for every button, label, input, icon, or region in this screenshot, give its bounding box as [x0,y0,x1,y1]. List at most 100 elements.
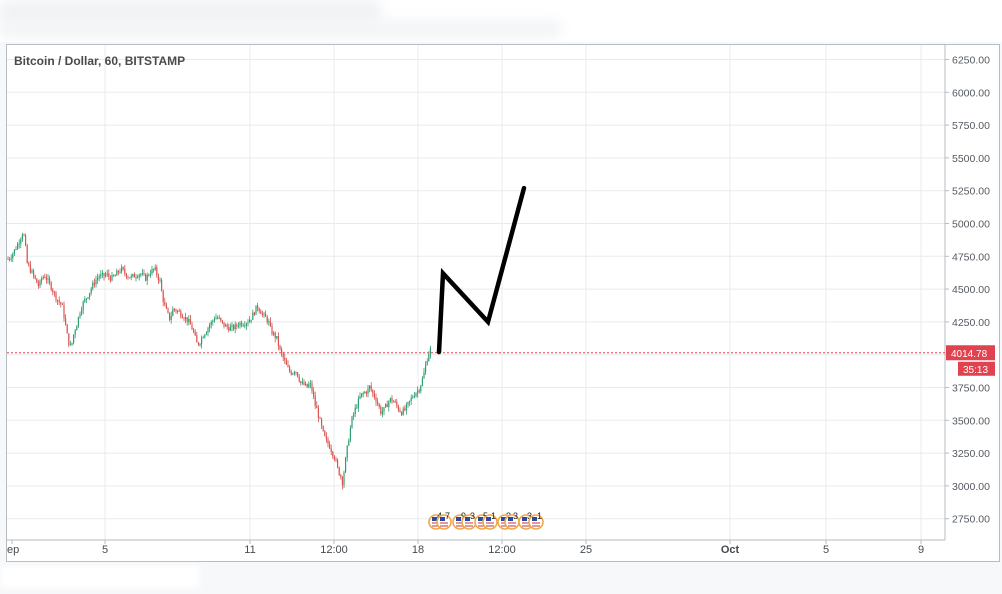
event-flag-canton [522,517,527,521]
candle-body [361,393,363,397]
candle-body [314,395,316,406]
candle-body [165,304,167,309]
candle-body [378,404,380,407]
candle-body [348,440,350,446]
candle-body [69,344,71,346]
candle-body [229,327,231,331]
candle-body [82,301,84,311]
candle-body [28,263,30,266]
countdown-text: 35:13 [963,365,988,376]
chart-frame [6,44,1000,562]
candle-body [426,361,428,365]
candle-body [338,467,340,476]
y-tick-label: 4250.00 [952,317,990,329]
candle-body [90,288,92,293]
x-tick-label: ep [7,544,19,556]
event-flag-canton [486,517,491,521]
candle-body [148,275,150,277]
candle-body [135,277,137,279]
candle-body [212,320,214,322]
candle-body [18,243,20,245]
candle-body [377,401,379,405]
candle-body [129,277,131,279]
candle-body [20,239,22,244]
x-tick-label: 11 [244,544,255,556]
candle-body [359,396,361,399]
candle-body [385,404,387,408]
event-flag-canton [478,517,483,521]
candle-body [276,336,278,339]
candle-body [372,390,374,394]
event-flag-canton [465,517,470,521]
candle-body [242,325,244,327]
candle-body [335,459,337,461]
candle-body [133,274,135,278]
candle-body [428,354,430,362]
candle-body [73,334,75,343]
candle-body [85,298,87,300]
candle-body [351,416,353,428]
candle-body [247,322,249,324]
candle-body [396,401,398,406]
candle-body [15,249,17,251]
candle-body [113,275,115,277]
candle-body [140,274,142,276]
candle-body [412,397,414,399]
candle-body [188,319,190,322]
candle-body [357,398,359,408]
candle-body [423,372,425,379]
countdown-box [958,361,995,376]
candle-body [404,408,406,411]
candle-body [305,383,307,385]
candle-body [391,397,393,402]
candle-body [44,277,46,279]
candle-body [389,397,391,402]
candle-body [413,396,415,398]
candle-body [50,282,52,290]
candle-body [25,235,27,246]
x-tick-label: 18 [412,544,424,556]
candle-body [306,383,308,388]
candle-body [138,274,140,278]
candle-body [55,292,57,300]
candle-body [41,278,43,281]
y-tick-label: 3500.00 [952,415,990,427]
candle-body [183,318,185,320]
candle-body [153,269,155,271]
candle-body [191,324,193,330]
candle-body [321,418,323,426]
candle-body [34,275,36,279]
candle-body [277,336,279,346]
event-flag-canton [432,517,437,521]
candle-body [324,430,326,437]
candle-body [84,299,86,302]
candle-body [322,425,324,431]
candle-body [420,385,422,392]
price-badge-box [946,345,995,361]
candle-body [285,360,287,365]
candle-body [252,312,254,320]
candle-body [173,308,175,310]
candle-body [265,313,267,317]
candle-body [37,282,39,286]
candles [7,232,431,490]
candle-body [367,388,369,394]
candle-body [154,267,156,270]
candle-body [399,410,401,413]
chart-title: Bitcoin / Dollar, 60, BITSTAMP [14,54,185,68]
candle-body [57,299,59,301]
candle-body [76,325,78,331]
y-tick-label: 5750.00 [952,120,990,132]
candle-body [349,427,351,441]
candle-body [167,308,169,313]
candle-body [308,384,310,388]
candle-body [68,333,70,345]
x-tick-label: 9 [918,544,924,556]
event-count: 3 [527,511,532,521]
candle-body [282,353,284,358]
candle-body [7,258,9,260]
y-tick-label: 3250.00 [952,448,990,460]
candle-body [401,412,403,415]
candle-body [228,327,230,331]
